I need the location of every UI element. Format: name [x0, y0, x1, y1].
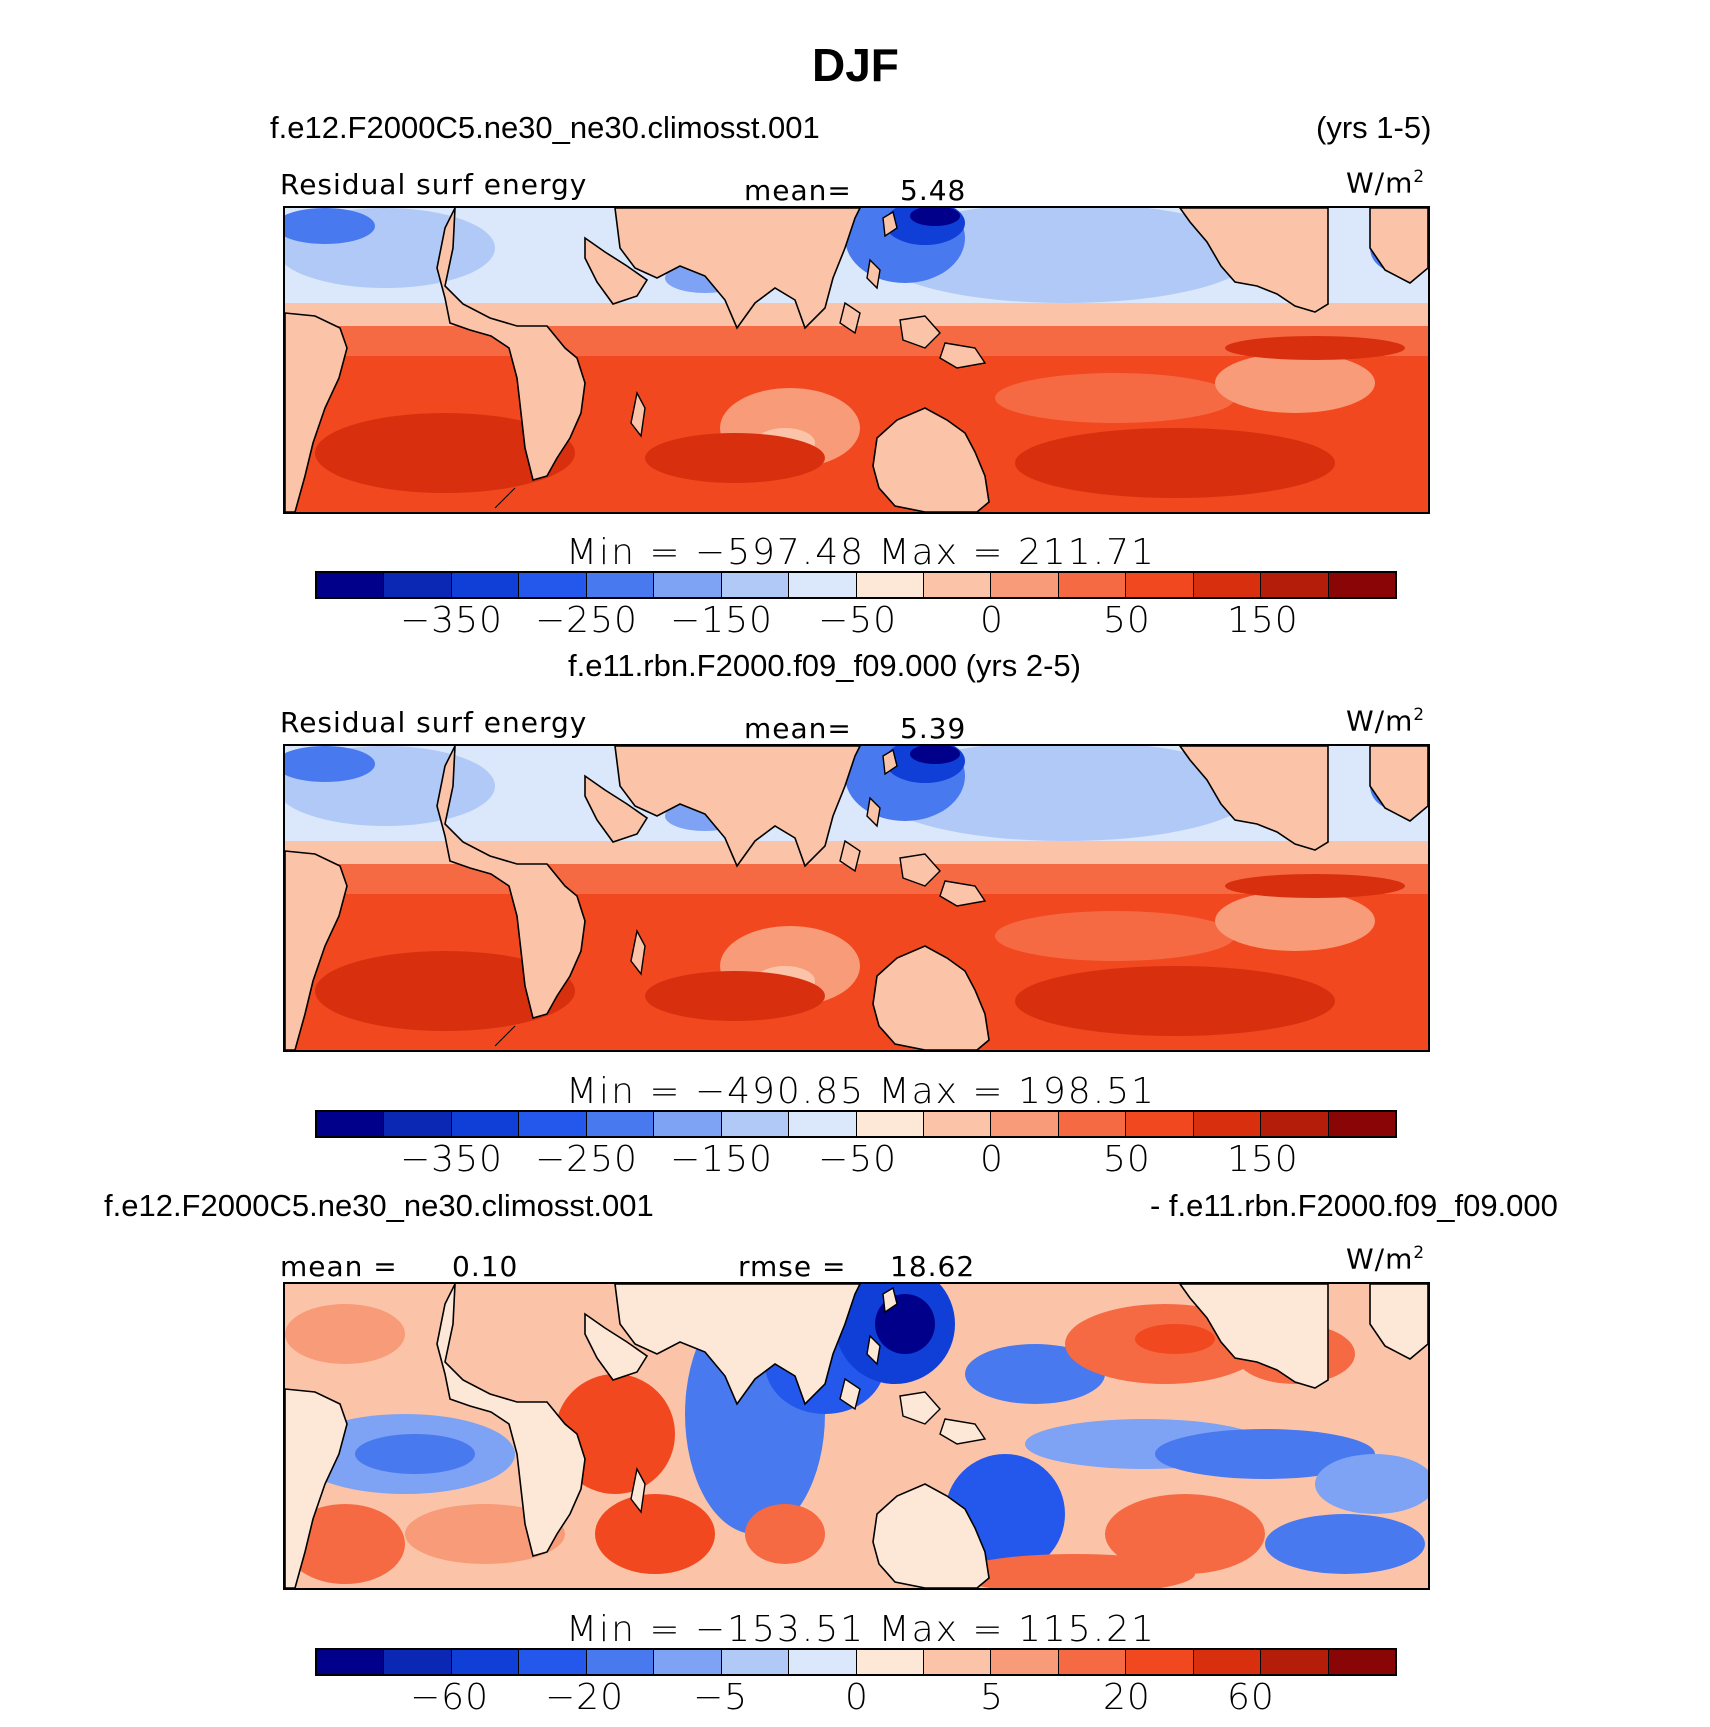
- panel3-minmax: Min = −153.51 Max = 115.21: [566, 1609, 1156, 1650]
- figure-title: DJF: [812, 39, 899, 91]
- colorbar-swatch: [1058, 1650, 1127, 1674]
- colorbar-swatch: [451, 1650, 520, 1674]
- colorbar-swatch: [721, 573, 790, 597]
- panel3-tick-2: −20: [545, 1677, 624, 1718]
- colorbar-swatch: [856, 1112, 924, 1136]
- panel1-case-name: f.e12.F2000C5.ne30_ne30.climosst.001: [270, 110, 820, 145]
- panel1-mean-label: mean=: [744, 174, 852, 207]
- colorbar-swatch: [317, 1112, 385, 1136]
- panel2-units: W/m2: [1346, 704, 1426, 738]
- panel3-rmse-label: rmse =: [738, 1250, 847, 1283]
- panel1-tick-5: 0: [980, 600, 1004, 641]
- colorbar-swatch: [1261, 1112, 1329, 1136]
- panel3-colorbar: [315, 1648, 1397, 1676]
- panel2-mean-label: mean=: [744, 712, 852, 745]
- colorbar-swatch: [789, 1650, 857, 1674]
- colorbar-swatch: [1193, 1650, 1262, 1674]
- colorbar-swatch: [1261, 1650, 1329, 1674]
- panel1-tick-7: 150: [1227, 600, 1299, 641]
- colorbar-swatch: [1328, 1112, 1395, 1136]
- colorbar-swatch: [1126, 573, 1194, 597]
- panel3-units: W/m2: [1346, 1242, 1426, 1276]
- colorbar-swatch: [384, 1112, 452, 1136]
- panel1-years: (yrs 1-5): [1316, 110, 1432, 145]
- panel2-case-name: f.e11.rbn.F2000.f09_f09.000 (yrs 2-5): [568, 648, 1081, 683]
- panel3-tick-5: 5: [980, 1677, 1004, 1718]
- panel2-tick-5: 0: [980, 1139, 1004, 1180]
- panel3-case-name: f.e12.F2000C5.ne30_ne30.climosst.001: [104, 1188, 654, 1223]
- colorbar-swatch: [1328, 1650, 1395, 1674]
- panel2-map: [283, 744, 1430, 1052]
- colorbar-swatch: [991, 573, 1059, 597]
- panel1-units: W/m2: [1346, 166, 1426, 200]
- panel1-tick-1: −350: [400, 600, 503, 641]
- colorbar-swatch: [519, 573, 587, 597]
- colorbar-swatch: [923, 1650, 992, 1674]
- colorbar-swatch: [384, 1650, 452, 1674]
- panel3-tick-4: 0: [845, 1677, 869, 1718]
- panel2-tick-4: −50: [818, 1139, 897, 1180]
- panel2-tick-3: −150: [670, 1139, 773, 1180]
- colorbar-swatch: [654, 573, 722, 597]
- colorbar-swatch: [923, 573, 992, 597]
- panel2-tick-7: 150: [1227, 1139, 1299, 1180]
- panel2-variable-label: Residual surf energy: [280, 706, 588, 739]
- colorbar-swatch: [317, 1650, 385, 1674]
- panel2-tick-6: 50: [1103, 1139, 1151, 1180]
- panel1-tick-6: 50: [1103, 600, 1151, 641]
- colorbar-swatch: [586, 1112, 655, 1136]
- panel1-variable-label: Residual surf energy: [280, 168, 588, 201]
- panel3-tick-1: −60: [410, 1677, 489, 1718]
- colorbar-swatch: [789, 573, 857, 597]
- panel3-rmse-value: 18.62: [890, 1250, 976, 1283]
- colorbar-swatch: [856, 1650, 924, 1674]
- panel3-tick-7: 60: [1227, 1677, 1275, 1718]
- panel3-tick-3: −5: [693, 1677, 749, 1718]
- panel2-tick-1: −350: [400, 1139, 503, 1180]
- colorbar-swatch: [1193, 573, 1262, 597]
- colorbar-swatch: [451, 1112, 520, 1136]
- panel2-mean-value: 5.39: [900, 712, 967, 745]
- panel1-map: [283, 206, 1430, 514]
- panel1-tick-4: −50: [818, 600, 897, 641]
- colorbar-swatch: [654, 1650, 722, 1674]
- panel1-tick-2: −250: [535, 600, 638, 641]
- panel2-minmax: Min = −490.85 Max = 198.51: [566, 1071, 1156, 1112]
- panel3-mean-label: mean =: [280, 1250, 398, 1283]
- colorbar-swatch: [789, 1112, 857, 1136]
- panel1-colorbar: [315, 571, 1397, 599]
- colorbar-swatch: [586, 573, 655, 597]
- colorbar-swatch: [856, 573, 924, 597]
- colorbar-swatch: [317, 573, 385, 597]
- colorbar-swatch: [991, 1650, 1059, 1674]
- panel1-minmax: Min = −597.48 Max = 211.71: [566, 532, 1156, 573]
- panel3-case-subtracted: - f.e11.rbn.F2000.f09_f09.000: [1150, 1188, 1558, 1223]
- colorbar-swatch: [654, 1112, 722, 1136]
- colorbar-swatch: [1126, 1650, 1194, 1674]
- colorbar-swatch: [923, 1112, 992, 1136]
- panel2-tick-2: −250: [535, 1139, 638, 1180]
- panel3-tick-6: 20: [1103, 1677, 1151, 1718]
- colorbar-swatch: [1126, 1112, 1194, 1136]
- panel3-map: [283, 1282, 1430, 1590]
- colorbar-swatch: [519, 1650, 587, 1674]
- colorbar-swatch: [721, 1650, 790, 1674]
- panel3-mean-value: 0.10: [452, 1250, 519, 1283]
- colorbar-swatch: [1058, 1112, 1127, 1136]
- colorbar-swatch: [384, 573, 452, 597]
- colorbar-swatch: [451, 573, 520, 597]
- colorbar-swatch: [721, 1112, 790, 1136]
- colorbar-swatch: [1261, 573, 1329, 597]
- colorbar-swatch: [1328, 573, 1395, 597]
- colorbar-swatch: [519, 1112, 587, 1136]
- panel1-mean-value: 5.48: [900, 174, 967, 207]
- colorbar-swatch: [1193, 1112, 1262, 1136]
- colorbar-swatch: [586, 1650, 655, 1674]
- colorbar-swatch: [991, 1112, 1059, 1136]
- panel1-tick-3: −150: [670, 600, 773, 641]
- panel2-colorbar: [315, 1110, 1397, 1138]
- colorbar-swatch: [1058, 573, 1127, 597]
